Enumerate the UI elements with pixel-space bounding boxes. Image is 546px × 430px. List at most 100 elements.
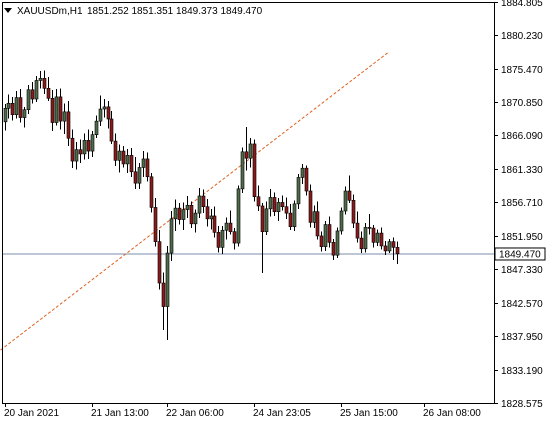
candle-body-bear [288,212,293,227]
candle-body-bear [395,247,400,255]
candle-body-bear [347,190,352,201]
candle-body-bear [201,195,206,208]
candle-body-bull [292,203,297,227]
candle-body-bear [327,224,332,243]
candle-body-bear [133,171,138,184]
current-price-label: 1849.470 [499,249,541,260]
candle-body-bear [319,235,324,247]
candle-body-bear [315,211,320,237]
candle-body-bear [86,140,91,152]
labels-layer: 1884.805 1880.230 1875.470 1870.850 1866.090… [4,0,546,419]
candle-body-bear [153,207,158,242]
candle-body-bull [22,109,27,118]
candle-body-bear [58,96,63,122]
candle-body-bear [70,137,75,162]
axes-layer [2,2,498,407]
candle-body-bull [323,224,328,247]
candle-body-bear [66,111,71,139]
candle-body-bear [260,205,265,232]
candle-body-bull [169,218,174,254]
candle-body-bull [90,134,95,152]
x-tick-label: 24 Jan 23:05 [253,408,311,419]
candle-body-bear [272,197,277,212]
candle-body-bull [3,107,8,123]
dropdown-triangle-icon[interactable] [4,8,12,13]
candle-body-bull [117,150,122,161]
candle-body-bear [331,242,336,256]
candle-body-bear [121,150,126,165]
candle-body-bear [10,103,15,116]
candle-body-bear [149,176,154,208]
candle-body-bull [240,151,245,190]
candle-body-bear [18,97,23,118]
candle-body-bull [165,252,170,307]
candle-body-bear [113,140,118,161]
candle-body-bull [54,96,59,123]
candle-body-bear [359,237,364,250]
candle-body-bull [339,210,344,232]
candle-body-bear [371,227,376,243]
current-price-label-box [494,247,546,261]
candle-body-bull [185,204,190,210]
candle-body-bear [161,282,166,307]
ohlc-readout: 1851.252 1851.351 1849.373 1849.470 [87,6,263,17]
x-tick-label: 21 Jan 13:00 [91,408,149,419]
y-tick-label: 1847.330 [501,265,543,276]
candle-body-bear [284,206,289,214]
candles-layer [3,70,400,341]
y-tick-label: 1861.330 [501,165,543,176]
candle-body-bull [34,80,39,100]
candle-body-bear [244,151,249,159]
candle-body-bull [335,230,340,256]
candle-body-bull [125,155,130,165]
trendline[interactable] [0,51,390,351]
candle-body-bull [141,158,146,168]
candle-body-bear [280,202,285,208]
y-tick-label: 1851.950 [501,232,543,243]
y-tick-label: 1870.850 [501,98,543,109]
plot-frame [2,2,495,404]
candle-body-bull [197,195,202,214]
candle-body-bear [106,106,111,120]
candle-body-bull [248,143,253,159]
chart-header: XAUUSDm,H1 1851.252 1851.351 1849.373 18… [4,6,263,17]
x-tick-label: 26 Jan 08:00 [423,408,481,419]
candle-body-bear [367,227,372,229]
candle-body-bull [193,212,198,225]
candle-body-bull [220,229,225,248]
candle-body-bull [296,177,301,205]
candle-body-bull [74,149,79,162]
candle-body-bear [46,88,51,99]
candle-body-bear [391,241,396,248]
x-tick-label: 25 Jan 15:00 [340,408,398,419]
candle-body-bear [78,149,83,155]
candle-body-bear [189,204,194,225]
candle-body-bull [224,222,229,231]
candle-body-bear [212,215,217,233]
y-tick-label: 1828.575 [501,399,543,410]
candle-body-bear [50,98,55,123]
candle-body-bear [129,155,134,173]
candle-body-bear [228,222,233,232]
candle-body-bear [379,232,384,247]
candle-body-bear [205,206,210,220]
candle-body-bull [62,111,67,122]
symbol-label: XAUUSDm,H1 [17,6,83,17]
x-tick-label: 20 Jan 2021 [4,408,59,419]
y-tick-label: 1866.090 [501,131,543,142]
candle-body-bear [216,232,221,248]
y-tick-label: 1837.950 [501,332,543,343]
candle-body-bull [236,188,241,244]
candle-body-bear [145,158,150,178]
trendline-layer[interactable] [0,51,390,351]
candle-body-bull [375,232,380,243]
candle-body-bull [98,108,103,122]
x-tick-label: 22 Jan 06:00 [166,408,224,419]
candle-body-bull [38,78,43,81]
candle-body-bear [232,231,237,244]
candle-body-bull [387,241,392,252]
candle-body-bull [209,215,214,220]
candle-body-bull [102,106,107,110]
